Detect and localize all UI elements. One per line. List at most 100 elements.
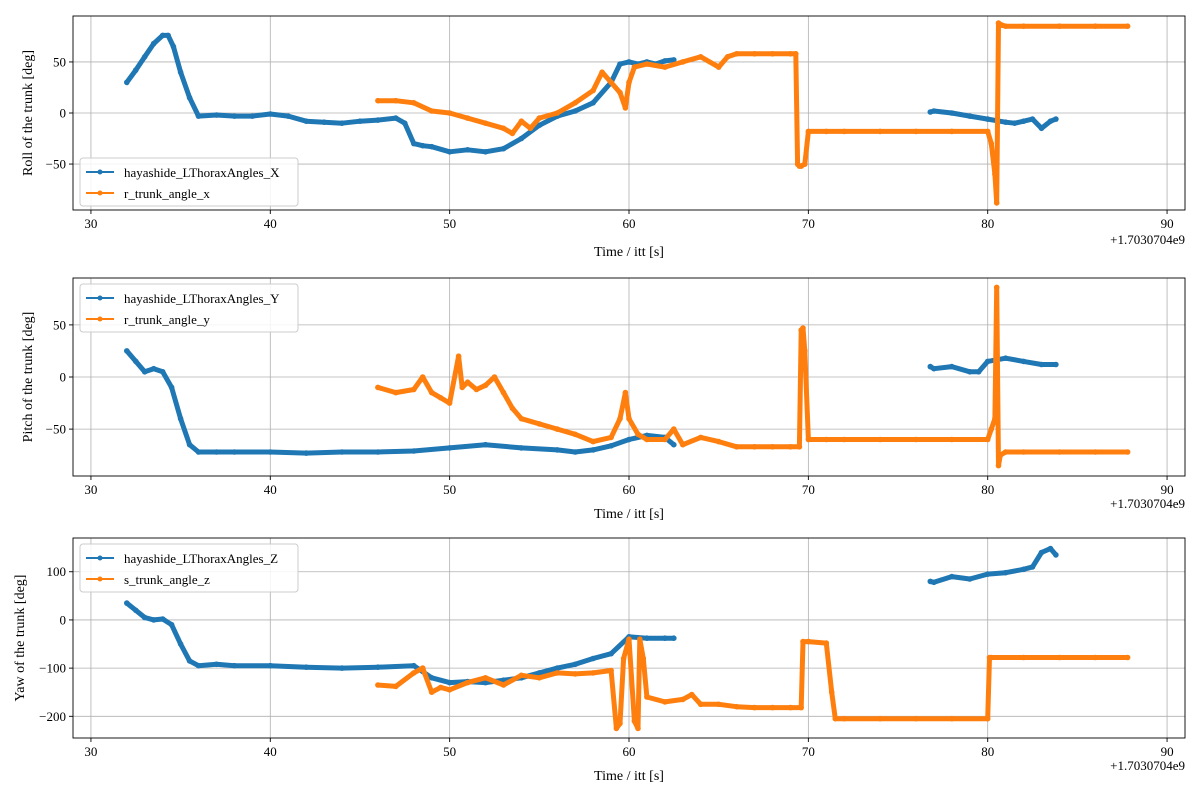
yaw-series-2-point (988, 654, 995, 661)
yaw-series-2-point (949, 715, 955, 722)
pitch-series-2-point (988, 426, 995, 432)
yaw-series-2-point (877, 715, 883, 722)
pitch-series-1-point (626, 436, 632, 443)
pitch-series-2-point (1124, 449, 1131, 455)
yaw-series-2-point (680, 696, 686, 703)
yaw-series-2-point (662, 699, 668, 705)
roll-series-1-point (285, 113, 292, 119)
pitch-series-1-point (931, 365, 937, 372)
yaw-series-1-point (411, 662, 417, 669)
yaw-series-2-point (620, 655, 627, 662)
roll-series-1-point (536, 122, 543, 129)
yaw-series-2-point (1092, 654, 1099, 661)
pitch-series-1-point (949, 363, 955, 370)
roll-series-2-point (631, 64, 638, 70)
roll-x-axis-label: Time / itt [s] (594, 245, 664, 260)
roll-series-2-point (622, 105, 629, 111)
roll-ytick-label-0: 0 (60, 106, 67, 121)
yaw-series-1-point (195, 662, 202, 669)
yaw-series-2-point (608, 667, 614, 674)
roll-series-1-point (141, 54, 148, 60)
roll-series-1-point (124, 79, 130, 86)
roll-series-2-point (715, 64, 722, 70)
pitch-ytick-label--50: −50 (46, 422, 66, 437)
pitch-series-2-point (949, 436, 955, 443)
yaw-series-1-point (446, 679, 453, 686)
pitch-series-1-point (133, 358, 139, 365)
roll-series-2-point (724, 54, 731, 60)
yaw-series-2-point (697, 701, 704, 708)
yaw-xtick-label-40: 40 (264, 744, 277, 759)
pitch-series-2-point (662, 436, 668, 443)
roll-series-1-point (428, 143, 435, 150)
yaw-series-2-point (715, 701, 722, 708)
pitch-series-1-point (984, 358, 991, 365)
yaw-xtick-label-50: 50 (443, 744, 456, 759)
yaw-series-2-point (769, 704, 776, 711)
pitch-series-2-point (995, 462, 1002, 469)
pitch-series-2-point (464, 379, 471, 386)
pitch-series-2-point (626, 415, 632, 422)
pitch-series-1-point (213, 449, 220, 455)
yaw-series-2-point (787, 704, 794, 711)
yaw-series-2-point (689, 691, 695, 698)
yaw-series-1-point (1047, 545, 1054, 552)
pitch-series-2-point (518, 415, 525, 422)
yaw-series-1-point (267, 662, 274, 669)
roll-series-2-point (877, 128, 883, 135)
pitch-xtick-label-60: 60 (623, 482, 636, 497)
roll-series-2-point (993, 200, 1000, 206)
pitch-series-2-point (997, 452, 1004, 459)
roll-subplot: 30 40 50 60 70 80 90 −50 0 50 Time / itt [s] Roll… (21, 15, 1186, 260)
pitch-series-1-point (150, 365, 157, 372)
yaw-series-1-point (572, 661, 578, 668)
roll-series-1-point (590, 100, 596, 106)
yaw-subplot: 30 40 50 60 70 80 90 −200 −100 0 100 Time / itt [s… (13, 537, 1186, 784)
roll-legend: hayashide_LThoraxAngles_X r_trunk_angle_… (79, 157, 299, 207)
yaw-series-2-point (500, 682, 507, 688)
pitch-series-2-point (671, 426, 677, 432)
yaw-series-2-point (590, 670, 596, 676)
roll-series-1-point (446, 149, 453, 155)
pitch-xtick-label-50: 50 (443, 482, 456, 497)
pitch-series-2-point (680, 441, 686, 448)
yaw-ytick-label--200: −200 (39, 709, 66, 724)
yaw-series-2-point (626, 636, 632, 642)
yaw-series-1-point (168, 621, 175, 628)
roll-series-2-point (500, 125, 507, 132)
roll-y-axis-label: Roll of the trunk [deg] (21, 50, 36, 176)
roll-series-2-point (509, 130, 516, 137)
yaw-series-2-point (572, 671, 578, 677)
yaw-series-1-point (428, 675, 435, 681)
roll-series-2-point (793, 51, 799, 57)
roll-series-1-point (1053, 116, 1059, 122)
roll-series-1-point (133, 67, 139, 73)
pitch-series-1-point (1038, 361, 1045, 368)
roll-series-1-point (213, 112, 220, 118)
pitch-series-2-point (590, 438, 596, 445)
pitch-series-1-point (1053, 361, 1059, 368)
pitch-series-2-point (769, 444, 776, 450)
yaw-series-2-point (411, 670, 417, 676)
roll-series-2-point (518, 118, 525, 124)
pitch-series-2-point (482, 382, 489, 389)
roll-series-2-point (733, 51, 740, 57)
yaw-series-2-point (828, 689, 835, 695)
roll-ticks: 30 40 50 60 70 80 90 −50 0 50 (46, 54, 1174, 231)
yaw-series-1-point (931, 579, 937, 586)
roll-series-2-point (1124, 23, 1131, 30)
yaw-series-1-point (967, 576, 973, 582)
yaw-x-axis-label: Time / itt [s] (594, 769, 664, 784)
pitch-series-1-point (177, 415, 184, 422)
yaw-series-1-point (662, 635, 668, 641)
pitch-legend-label-1: hayashide_LThoraxAngles_Y (124, 291, 280, 306)
roll-series-1-point (1002, 119, 1009, 125)
roll-series-1-point (393, 115, 399, 121)
pitch-x-offset-label: +1.7030704e9 (1110, 496, 1185, 511)
pitch-series-2-point (411, 386, 417, 393)
roll-series-2-point (590, 87, 596, 94)
pitch-series-1-point (303, 450, 310, 456)
roll-series-1-point (572, 108, 578, 114)
yaw-series-2-point (446, 687, 453, 693)
pitch-series-1-point (186, 441, 193, 448)
